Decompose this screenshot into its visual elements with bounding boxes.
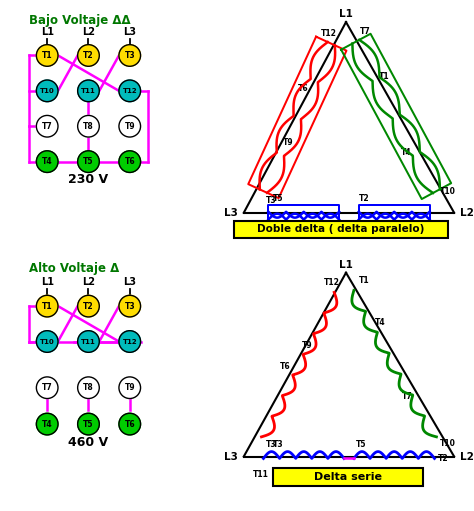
- Circle shape: [119, 331, 141, 352]
- Text: T2: T2: [83, 51, 94, 60]
- Text: Bajo Voltaje ΔΔ: Bajo Voltaje ΔΔ: [29, 14, 131, 27]
- Circle shape: [78, 331, 99, 352]
- Text: T10: T10: [40, 338, 55, 344]
- Text: 460 V: 460 V: [68, 436, 109, 449]
- Circle shape: [78, 295, 99, 317]
- Text: T12: T12: [122, 88, 137, 94]
- Text: T4: T4: [42, 420, 53, 429]
- Text: T3: T3: [265, 196, 276, 205]
- Text: T1: T1: [359, 276, 369, 286]
- Text: T10: T10: [439, 439, 455, 448]
- Text: T9: T9: [302, 340, 312, 350]
- Text: L3: L3: [224, 452, 238, 461]
- Text: T5: T5: [273, 194, 283, 203]
- Text: L1: L1: [41, 277, 54, 288]
- Circle shape: [119, 115, 141, 137]
- Text: T4: T4: [375, 318, 386, 328]
- Text: Alto Voltaje Δ: Alto Voltaje Δ: [29, 262, 120, 275]
- Text: T2: T2: [358, 194, 369, 203]
- Text: T6: T6: [125, 157, 135, 166]
- Circle shape: [78, 115, 99, 137]
- Text: T5: T5: [356, 439, 366, 449]
- Text: T8: T8: [338, 470, 349, 479]
- Text: T1: T1: [379, 72, 389, 81]
- Text: T10: T10: [439, 187, 455, 196]
- Text: T4: T4: [401, 148, 411, 157]
- Circle shape: [119, 295, 141, 317]
- Text: T6: T6: [298, 84, 308, 93]
- Text: T12: T12: [324, 278, 340, 288]
- Text: T8: T8: [83, 383, 94, 392]
- Text: T7: T7: [42, 122, 53, 131]
- Text: T12: T12: [122, 338, 137, 344]
- Text: T7: T7: [402, 392, 413, 401]
- Circle shape: [78, 80, 99, 102]
- FancyBboxPatch shape: [273, 468, 423, 486]
- Text: T7: T7: [42, 383, 53, 392]
- Circle shape: [36, 151, 58, 172]
- Text: L2: L2: [460, 452, 474, 461]
- Text: T6: T6: [280, 362, 291, 371]
- Text: T9: T9: [125, 383, 135, 392]
- Text: L1: L1: [339, 9, 353, 19]
- Text: T5: T5: [83, 157, 94, 166]
- Text: L1: L1: [41, 27, 54, 37]
- Circle shape: [119, 377, 141, 399]
- Text: L3: L3: [224, 208, 238, 218]
- Text: Delta serie: Delta serie: [314, 472, 382, 482]
- Text: T3: T3: [265, 440, 276, 449]
- Text: T12: T12: [321, 29, 337, 38]
- Circle shape: [36, 331, 58, 352]
- Circle shape: [119, 413, 141, 435]
- Text: T1: T1: [42, 301, 53, 311]
- Circle shape: [36, 44, 58, 66]
- Circle shape: [78, 151, 99, 172]
- Circle shape: [78, 44, 99, 66]
- Text: L2: L2: [460, 208, 474, 218]
- Text: Doble delta ( delta paralelo): Doble delta ( delta paralelo): [257, 224, 425, 235]
- Text: T8: T8: [83, 122, 94, 131]
- Text: T2: T2: [438, 454, 448, 463]
- Text: T3: T3: [125, 51, 135, 60]
- Text: L3: L3: [123, 27, 136, 37]
- Text: T11: T11: [81, 338, 96, 344]
- Circle shape: [78, 377, 99, 399]
- Circle shape: [36, 115, 58, 137]
- Text: T3: T3: [273, 439, 283, 449]
- Text: T7: T7: [360, 27, 371, 36]
- Text: L1: L1: [339, 260, 353, 270]
- Text: T6: T6: [125, 420, 135, 429]
- Text: T2: T2: [83, 301, 94, 311]
- Text: T3: T3: [125, 301, 135, 311]
- Circle shape: [36, 295, 58, 317]
- Circle shape: [36, 377, 58, 399]
- Circle shape: [36, 413, 58, 435]
- Text: T9: T9: [283, 137, 294, 147]
- Circle shape: [119, 151, 141, 172]
- Text: T11: T11: [253, 470, 268, 479]
- Text: T10: T10: [40, 88, 55, 94]
- Circle shape: [36, 80, 58, 102]
- Text: T9: T9: [125, 122, 135, 131]
- Text: T11: T11: [260, 228, 276, 238]
- Text: L2: L2: [82, 277, 95, 288]
- Text: T11: T11: [81, 88, 96, 94]
- Text: 230 V: 230 V: [68, 173, 109, 186]
- Circle shape: [78, 413, 99, 435]
- Text: L2: L2: [82, 27, 95, 37]
- FancyBboxPatch shape: [234, 221, 448, 238]
- Text: T8: T8: [424, 228, 435, 238]
- Circle shape: [119, 80, 141, 102]
- Circle shape: [119, 44, 141, 66]
- Text: T5: T5: [83, 420, 94, 429]
- Text: T1: T1: [42, 51, 53, 60]
- Text: T4: T4: [42, 157, 53, 166]
- Text: L3: L3: [123, 277, 136, 288]
